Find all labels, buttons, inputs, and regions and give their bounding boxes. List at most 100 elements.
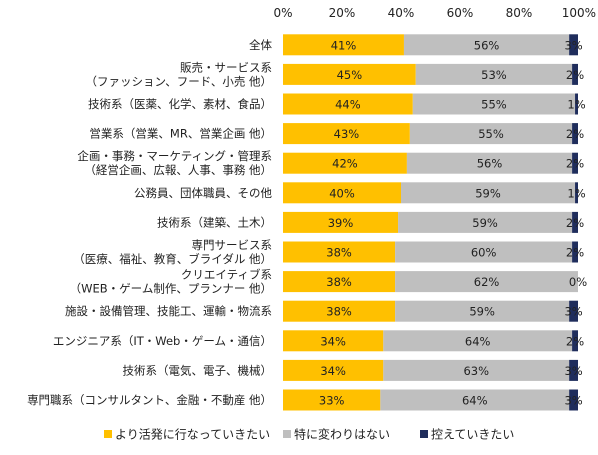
bar-segment	[569, 359, 578, 381]
category-label: （WEB・ゲーム制作、プランナー 他）	[70, 282, 272, 296]
category-label: 技術系（医薬、化学、素材、食品）	[88, 97, 272, 111]
bar-segment	[283, 300, 396, 322]
legend-label: 控えていきたい	[431, 428, 514, 442]
data-label: 2%	[566, 157, 584, 171]
x-axis-ticks: 0% 20% 40% 60% 80% 100%	[273, 6, 596, 20]
data-label: 59%	[472, 216, 498, 230]
bar-segment	[383, 359, 570, 381]
bar-segment	[283, 389, 381, 411]
data-label: 55%	[481, 98, 507, 112]
data-label: 56%	[477, 157, 503, 171]
bar-segment	[572, 123, 578, 145]
x-tick-label: 100%	[562, 6, 596, 20]
category-label: （ファッション、フード、小売 他）	[85, 74, 272, 88]
data-label: 45%	[337, 68, 363, 82]
legend-swatch	[104, 430, 112, 438]
x-tick-label: 20%	[329, 6, 356, 20]
category-label: （経営企画、広報、人事、事務 他）	[84, 163, 272, 177]
data-label: 3%	[564, 394, 582, 408]
bar-segment	[283, 123, 410, 145]
bar-segment	[283, 359, 384, 381]
data-label: 34%	[320, 334, 346, 348]
data-label: 3%	[564, 364, 582, 378]
legend-swatch	[283, 430, 291, 438]
bar-segment	[572, 63, 578, 85]
data-label: 38%	[326, 275, 352, 289]
bar-segment	[283, 241, 396, 263]
data-label: 64%	[465, 334, 491, 348]
data-label: 42%	[332, 157, 358, 171]
bar-segment	[398, 211, 573, 233]
data-label: 63%	[463, 364, 489, 378]
bar-segment	[283, 63, 416, 85]
data-label: 40%	[329, 186, 355, 200]
data-label: 62%	[474, 275, 500, 289]
bar-segment	[283, 152, 407, 174]
data-label: 2%	[566, 246, 584, 260]
data-label: 3%	[564, 38, 582, 52]
category-label: 全体	[249, 38, 272, 52]
bar-segment	[572, 211, 578, 233]
x-tick-label: 60%	[447, 6, 474, 20]
legend-swatch	[420, 430, 428, 438]
category-label: 販売・サービス系	[180, 60, 272, 74]
data-label: 2%	[566, 127, 584, 141]
data-label: 2%	[566, 334, 584, 348]
bar-segment	[283, 330, 384, 352]
data-label: 39%	[328, 216, 354, 230]
bar-segment	[575, 93, 578, 115]
data-label: 53%	[481, 68, 507, 82]
bar-segment	[283, 93, 413, 115]
category-label: 技術系（建築、土木）	[157, 215, 272, 229]
legend-label: より活発に行なっていきたい	[115, 428, 270, 442]
x-tick-label: 80%	[506, 6, 533, 20]
data-label: 41%	[331, 38, 357, 52]
bar-segment	[572, 152, 578, 174]
category-label: 営業系（営業、MR、営業企画 他）	[89, 127, 272, 141]
data-label: 34%	[320, 364, 346, 378]
data-label: 1%	[567, 186, 585, 200]
bar-segment	[415, 63, 573, 85]
category-label: 施設・設備管理、技能工、運輸・物流系	[65, 304, 272, 318]
bar-segment	[283, 34, 404, 56]
data-label: 1%	[567, 98, 585, 112]
category-label: クリエイティブ系	[181, 268, 272, 282]
bar-segment	[395, 241, 573, 263]
legend-label: 特に変わりはない	[294, 427, 390, 442]
data-label: 44%	[335, 98, 361, 112]
data-label: 3%	[564, 305, 582, 319]
category-label: 専門職系（コンサルタント、金融・不動産 他）	[27, 393, 272, 407]
bar-segment	[412, 93, 576, 115]
bar-segment	[572, 241, 578, 263]
data-label: 60%	[471, 246, 497, 260]
data-label: 59%	[475, 186, 501, 200]
data-label: 56%	[474, 38, 500, 52]
data-label: 38%	[326, 246, 352, 260]
bar-segment	[283, 271, 396, 293]
bar-segment	[569, 300, 578, 322]
data-label: 64%	[462, 394, 488, 408]
bar-segment	[401, 182, 576, 204]
bar-segment	[409, 123, 573, 145]
data-label: 2%	[566, 216, 584, 230]
x-tick-label: 0%	[273, 6, 292, 20]
category-label: 公務員、団体職員、その他	[134, 186, 272, 200]
data-label: 43%	[334, 127, 360, 141]
bars: 41% 56% 3% 45% 53% 2% 44% 55% 1% 43% 55% 2% 42% 56% 2%…	[283, 34, 587, 411]
category-label: 技術系（電気、電子、機械）	[123, 363, 273, 377]
bar-segment	[403, 34, 570, 56]
bar-segment	[283, 182, 401, 204]
bar-segment	[395, 300, 570, 322]
bar-segment	[569, 34, 578, 56]
bar-segment	[569, 389, 578, 411]
data-label: 59%	[469, 305, 495, 319]
bar-segment	[395, 271, 578, 293]
category-label: （医療、福祉、教育、ブライダル 他）	[73, 252, 272, 266]
data-label: 2%	[566, 68, 584, 82]
data-label: 0%	[569, 275, 587, 289]
bar-segment	[283, 211, 399, 233]
bar-segment	[383, 330, 573, 352]
category-label: 企画・事務・マーケティング・管理系	[77, 149, 272, 163]
